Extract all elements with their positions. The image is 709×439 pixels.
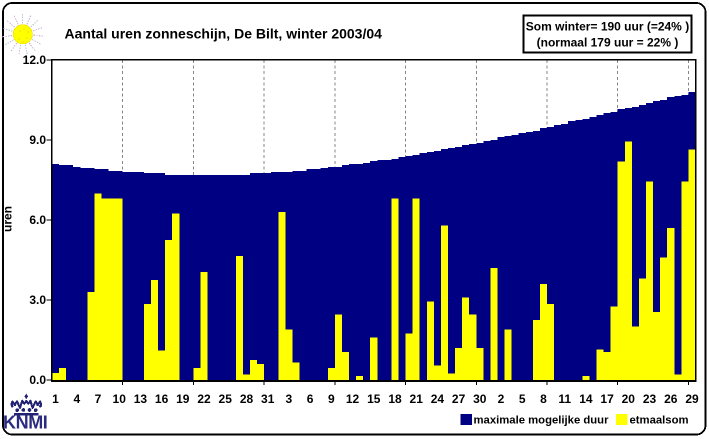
svg-text:22: 22 bbox=[197, 392, 211, 406]
svg-text:29: 29 bbox=[685, 392, 699, 406]
svg-text:12: 12 bbox=[346, 392, 360, 406]
svg-text:7: 7 bbox=[95, 392, 102, 406]
svg-text:Aantal uren zonneschijn, De Bi: Aantal uren zonneschijn, De Bilt, winter… bbox=[65, 26, 383, 42]
svg-text:6: 6 bbox=[307, 392, 314, 406]
svg-text:17: 17 bbox=[600, 392, 614, 406]
svg-text:3.0: 3.0 bbox=[29, 293, 46, 307]
svg-text:8: 8 bbox=[540, 392, 547, 406]
svg-text:28: 28 bbox=[240, 392, 254, 406]
svg-text:27: 27 bbox=[452, 392, 466, 406]
svg-text:(normaal 179 uur = 22% ): (normaal 179 uur = 22% ) bbox=[537, 36, 679, 50]
svg-text:5: 5 bbox=[519, 392, 526, 406]
svg-text:14: 14 bbox=[579, 392, 593, 406]
svg-text:9: 9 bbox=[328, 392, 335, 406]
svg-text:26: 26 bbox=[664, 392, 678, 406]
svg-text:0.0: 0.0 bbox=[29, 373, 46, 387]
svg-text:2: 2 bbox=[498, 392, 505, 406]
svg-text:Som winter= 190 uur (=24% ): Som winter= 190 uur (=24% ) bbox=[526, 20, 689, 34]
svg-text:25: 25 bbox=[219, 392, 233, 406]
svg-text:21: 21 bbox=[410, 392, 424, 406]
svg-text:19: 19 bbox=[176, 392, 190, 406]
svg-text:uren: uren bbox=[1, 206, 15, 232]
svg-text:15: 15 bbox=[367, 392, 381, 406]
svg-text:23: 23 bbox=[643, 392, 657, 406]
svg-text:31: 31 bbox=[261, 392, 275, 406]
svg-text:11: 11 bbox=[558, 392, 571, 406]
svg-text:20: 20 bbox=[622, 392, 636, 406]
svg-text:10: 10 bbox=[113, 392, 127, 406]
svg-text:9.0: 9.0 bbox=[29, 133, 46, 147]
svg-text:13: 13 bbox=[134, 392, 148, 406]
svg-text:maximale mogelijke duur: maximale mogelijke duur bbox=[474, 415, 610, 427]
svg-text:etmaalsom: etmaalsom bbox=[630, 415, 689, 427]
svg-text:6.0: 6.0 bbox=[29, 213, 46, 227]
svg-text:18: 18 bbox=[388, 392, 402, 406]
svg-text:24: 24 bbox=[431, 392, 445, 406]
svg-text:1: 1 bbox=[52, 392, 59, 406]
svg-text:16: 16 bbox=[155, 392, 169, 406]
svg-text:12.0: 12.0 bbox=[23, 53, 47, 67]
svg-text:3: 3 bbox=[286, 392, 293, 406]
svg-text:30: 30 bbox=[473, 392, 487, 406]
svg-text:4: 4 bbox=[73, 392, 80, 406]
svg-text:KNMI: KNMI bbox=[3, 413, 47, 433]
